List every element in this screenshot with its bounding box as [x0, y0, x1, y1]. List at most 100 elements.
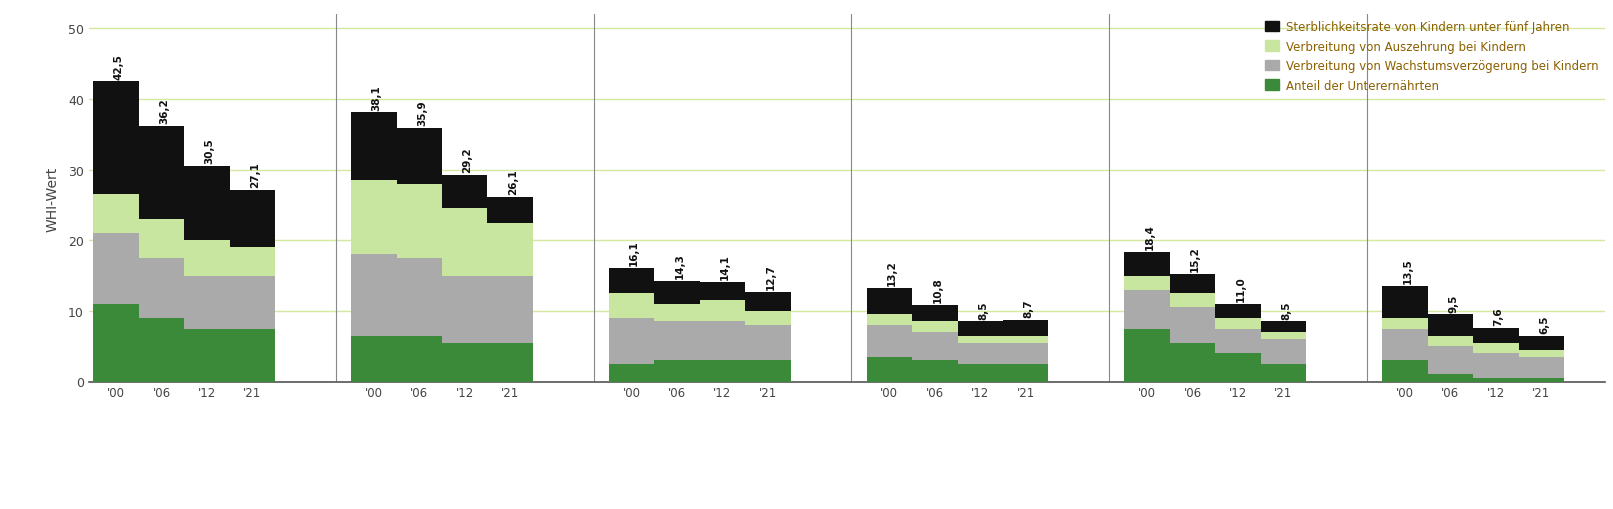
Bar: [229, 191, 276, 248]
Bar: [352, 336, 397, 382]
Bar: [352, 181, 397, 255]
Bar: [866, 315, 911, 325]
Bar: [911, 322, 958, 332]
Bar: [1003, 336, 1048, 343]
Bar: [184, 167, 229, 241]
Bar: [1003, 364, 1048, 382]
Bar: [1518, 357, 1565, 378]
Bar: [1382, 329, 1428, 360]
Bar: [745, 292, 790, 312]
Text: 29,2: 29,2: [463, 148, 473, 173]
Bar: [94, 304, 139, 382]
Text: 36,2: 36,2: [160, 98, 169, 124]
Text: 15,2: 15,2: [1190, 246, 1200, 272]
Text: 18,4: 18,4: [1145, 223, 1155, 249]
Bar: [487, 223, 532, 276]
Bar: [397, 129, 442, 184]
Bar: [911, 360, 958, 382]
Text: 14,3: 14,3: [674, 252, 686, 278]
Text: 12,7: 12,7: [766, 264, 776, 290]
Bar: [1428, 375, 1473, 382]
Bar: [745, 360, 790, 382]
Bar: [866, 289, 911, 315]
Bar: [442, 276, 487, 343]
Bar: [139, 220, 184, 259]
Text: 42,5: 42,5: [115, 53, 124, 79]
Text: 6,5: 6,5: [1539, 315, 1548, 333]
Bar: [397, 336, 442, 382]
Text: 10,8: 10,8: [932, 277, 942, 303]
Bar: [487, 276, 532, 343]
Text: 13,5: 13,5: [1403, 258, 1413, 284]
Text: 8,5: 8,5: [1281, 300, 1292, 319]
Bar: [1518, 350, 1565, 357]
Text: 35,9: 35,9: [418, 100, 427, 126]
Bar: [1215, 318, 1261, 329]
Text: 8,7: 8,7: [1024, 299, 1034, 318]
Bar: [1261, 364, 1307, 382]
Bar: [1215, 329, 1261, 354]
Bar: [352, 255, 397, 336]
Bar: [1428, 347, 1473, 375]
Bar: [1428, 315, 1473, 336]
Bar: [1473, 378, 1518, 382]
Bar: [608, 318, 655, 364]
Bar: [229, 248, 276, 276]
Legend: Sterblichkeitsrate von Kindern unter fünf Jahren, Verbreitung von Auszehrung bei: Sterblichkeitsrate von Kindern unter fün…: [1265, 21, 1598, 93]
Bar: [1473, 328, 1518, 343]
Bar: [700, 360, 745, 382]
Bar: [139, 127, 184, 220]
Bar: [1169, 308, 1215, 343]
Bar: [1124, 252, 1169, 276]
Bar: [1003, 321, 1048, 336]
Bar: [184, 276, 229, 329]
Bar: [1215, 354, 1261, 382]
Bar: [1382, 318, 1428, 329]
Bar: [608, 294, 655, 318]
Bar: [1169, 343, 1215, 382]
Bar: [1261, 322, 1307, 332]
Bar: [655, 360, 700, 382]
Bar: [655, 322, 700, 360]
Bar: [655, 281, 700, 304]
Bar: [1382, 360, 1428, 382]
Bar: [745, 312, 790, 325]
Bar: [1473, 343, 1518, 354]
Bar: [958, 322, 1003, 336]
Text: 11,0: 11,0: [1236, 276, 1245, 301]
Bar: [1518, 336, 1565, 350]
Bar: [1124, 290, 1169, 329]
Bar: [1169, 294, 1215, 308]
Bar: [958, 336, 1003, 343]
Bar: [397, 259, 442, 336]
Text: 7,6: 7,6: [1494, 307, 1503, 325]
Bar: [352, 113, 397, 181]
Bar: [442, 209, 487, 276]
Bar: [94, 234, 139, 304]
Text: 13,2: 13,2: [887, 260, 897, 286]
Bar: [139, 259, 184, 318]
Text: 9,5: 9,5: [1448, 294, 1458, 312]
Bar: [745, 325, 790, 360]
Bar: [911, 332, 958, 360]
Text: 14,1: 14,1: [721, 253, 731, 279]
Bar: [1473, 354, 1518, 378]
Bar: [608, 268, 655, 294]
Bar: [229, 329, 276, 382]
Bar: [958, 343, 1003, 364]
Bar: [700, 301, 745, 322]
Bar: [1428, 336, 1473, 347]
Bar: [139, 318, 184, 382]
Bar: [1261, 332, 1307, 340]
Bar: [442, 343, 487, 382]
Text: 16,1: 16,1: [629, 240, 639, 266]
Bar: [958, 364, 1003, 382]
Text: 26,1: 26,1: [508, 169, 518, 195]
Text: 8,5: 8,5: [977, 300, 989, 319]
Bar: [94, 195, 139, 234]
Bar: [608, 364, 655, 382]
Bar: [1518, 378, 1565, 382]
Bar: [1261, 340, 1307, 364]
Text: 27,1: 27,1: [250, 162, 260, 188]
Bar: [397, 184, 442, 259]
